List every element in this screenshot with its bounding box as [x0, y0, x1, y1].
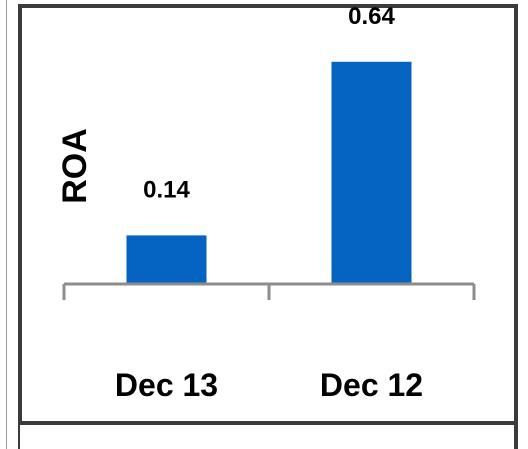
x-tick-label: Dec 12: [320, 367, 423, 403]
data-label: 0.14: [143, 176, 190, 203]
bar-group: [126, 61, 412, 285]
y-axis-label: ROA: [56, 128, 94, 204]
frame-stub-left: [18, 425, 20, 449]
frame-stub-right: [514, 425, 518, 449]
label-group: 0.14 Dec 13 0.64 Dec 12: [115, 3, 423, 403]
data-label: 0.64: [348, 3, 395, 30]
bar-dec-13: [126, 235, 207, 284]
x-tick-label: Dec 13: [115, 367, 218, 403]
x-axis: [62, 282, 476, 300]
left-border-line: [6, 0, 7, 449]
bar-dec-12: [331, 61, 412, 285]
chart-frame: [18, 4, 518, 425]
